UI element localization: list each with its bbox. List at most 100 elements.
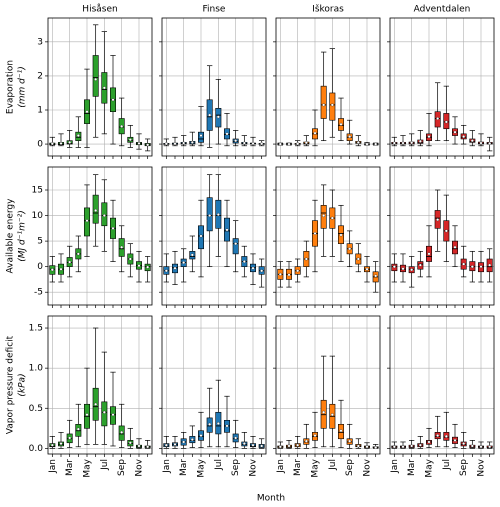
mean-marker (242, 442, 246, 446)
mean-marker (470, 265, 474, 269)
y-axis-label: (MJ d⁻¹m⁻²) (18, 210, 28, 262)
mean-marker (120, 124, 124, 128)
x-tick-label: Nov (249, 458, 259, 476)
mean-marker (296, 443, 300, 447)
mean-marker (339, 233, 343, 237)
mean-marker (251, 443, 255, 447)
y-tick-label: 15 (32, 186, 43, 196)
y-tick-label: 0 (37, 140, 43, 150)
x-tick-label: Jan (162, 459, 172, 474)
mean-marker (410, 268, 414, 272)
mean-marker (146, 143, 150, 147)
x-axis-label: Month (257, 494, 285, 504)
mean-marker (225, 228, 229, 232)
panel-frame (275, 315, 381, 455)
mean-marker (392, 265, 396, 269)
x-tick-label: Nov (363, 458, 373, 476)
mean-marker (146, 445, 150, 449)
mean-marker (234, 242, 238, 246)
mean-marker (444, 229, 448, 233)
y-axis-label: Vapor pressure deficit (6, 335, 16, 434)
panel-frame (161, 17, 267, 157)
x-tick-label: May (311, 458, 321, 477)
mean-marker (102, 214, 106, 218)
mean-marker (278, 142, 282, 146)
mean-marker (120, 245, 124, 249)
mean-marker (470, 139, 474, 143)
x-tick-label: Nov (477, 458, 487, 476)
panel-title: Hisåsen (82, 4, 117, 15)
panel-title: Adventdalen (414, 5, 471, 15)
mean-marker (296, 142, 300, 146)
mean-marker (111, 226, 115, 230)
mean-marker (365, 142, 369, 146)
mean-marker (374, 142, 378, 146)
y-tick-label: 0.5 (29, 404, 43, 414)
x-tick-label: Sep (231, 459, 241, 476)
mean-marker (251, 141, 255, 145)
box (329, 92, 336, 121)
mean-marker (322, 103, 326, 107)
mean-marker (182, 141, 186, 145)
mean-marker (427, 440, 431, 444)
x-tick-label: Mar (407, 459, 417, 476)
panel-frame (389, 315, 495, 455)
mean-marker (182, 440, 186, 444)
mean-marker (356, 140, 360, 144)
mean-marker (216, 213, 220, 216)
y-axis-label: (mm d⁻¹) (18, 66, 28, 108)
mean-marker (68, 260, 72, 264)
mean-marker (50, 443, 54, 447)
mean-marker (427, 252, 431, 256)
mean-marker (208, 422, 212, 426)
x-tick-label: Mar (179, 459, 189, 476)
y-tick-label: 3 (37, 37, 43, 47)
mean-marker (208, 113, 212, 117)
mean-marker (50, 268, 54, 272)
mean-marker (287, 273, 291, 277)
mean-marker (137, 264, 141, 268)
y-tick-label: 10 (32, 211, 44, 221)
mean-marker (199, 134, 203, 138)
panel-frame (47, 166, 153, 306)
mean-marker (313, 231, 317, 235)
mean-marker (94, 208, 98, 212)
panel-title: Finse (203, 5, 226, 15)
mean-marker (260, 142, 264, 146)
mean-marker (234, 436, 238, 440)
mean-marker (436, 434, 440, 437)
mean-marker (137, 444, 141, 448)
mean-marker (199, 234, 203, 238)
mean-marker (199, 434, 203, 437)
mean-marker (322, 214, 326, 218)
mean-marker (287, 444, 291, 448)
y-tick-label: 1.0 (29, 364, 44, 374)
panel-frame (389, 17, 495, 157)
x-tick-label: Jul (100, 459, 110, 471)
mean-marker (278, 272, 282, 276)
x-tick-label: Jan (390, 459, 400, 474)
y-tick-label: 0.0 (29, 444, 44, 454)
box (320, 85, 327, 119)
mean-marker (94, 402, 98, 406)
mean-marker (85, 110, 89, 114)
mean-marker (365, 267, 369, 271)
mean-marker (102, 86, 106, 90)
x-tick-label: May (83, 458, 93, 477)
mean-marker (260, 269, 264, 273)
mean-marker (225, 132, 229, 136)
mean-marker (356, 444, 360, 448)
mean-marker (102, 410, 106, 414)
mean-marker (444, 434, 448, 438)
mean-marker (313, 131, 317, 135)
mean-marker (85, 413, 89, 417)
y-axis-label: Evaporation (6, 60, 16, 114)
mean-marker (479, 265, 483, 269)
mean-marker (225, 424, 229, 428)
mean-marker (374, 274, 378, 278)
mean-marker (401, 141, 405, 145)
y-axis-label: Available energy (6, 198, 16, 274)
x-tick-label: Nov (135, 458, 145, 476)
panel-frame (47, 315, 153, 455)
